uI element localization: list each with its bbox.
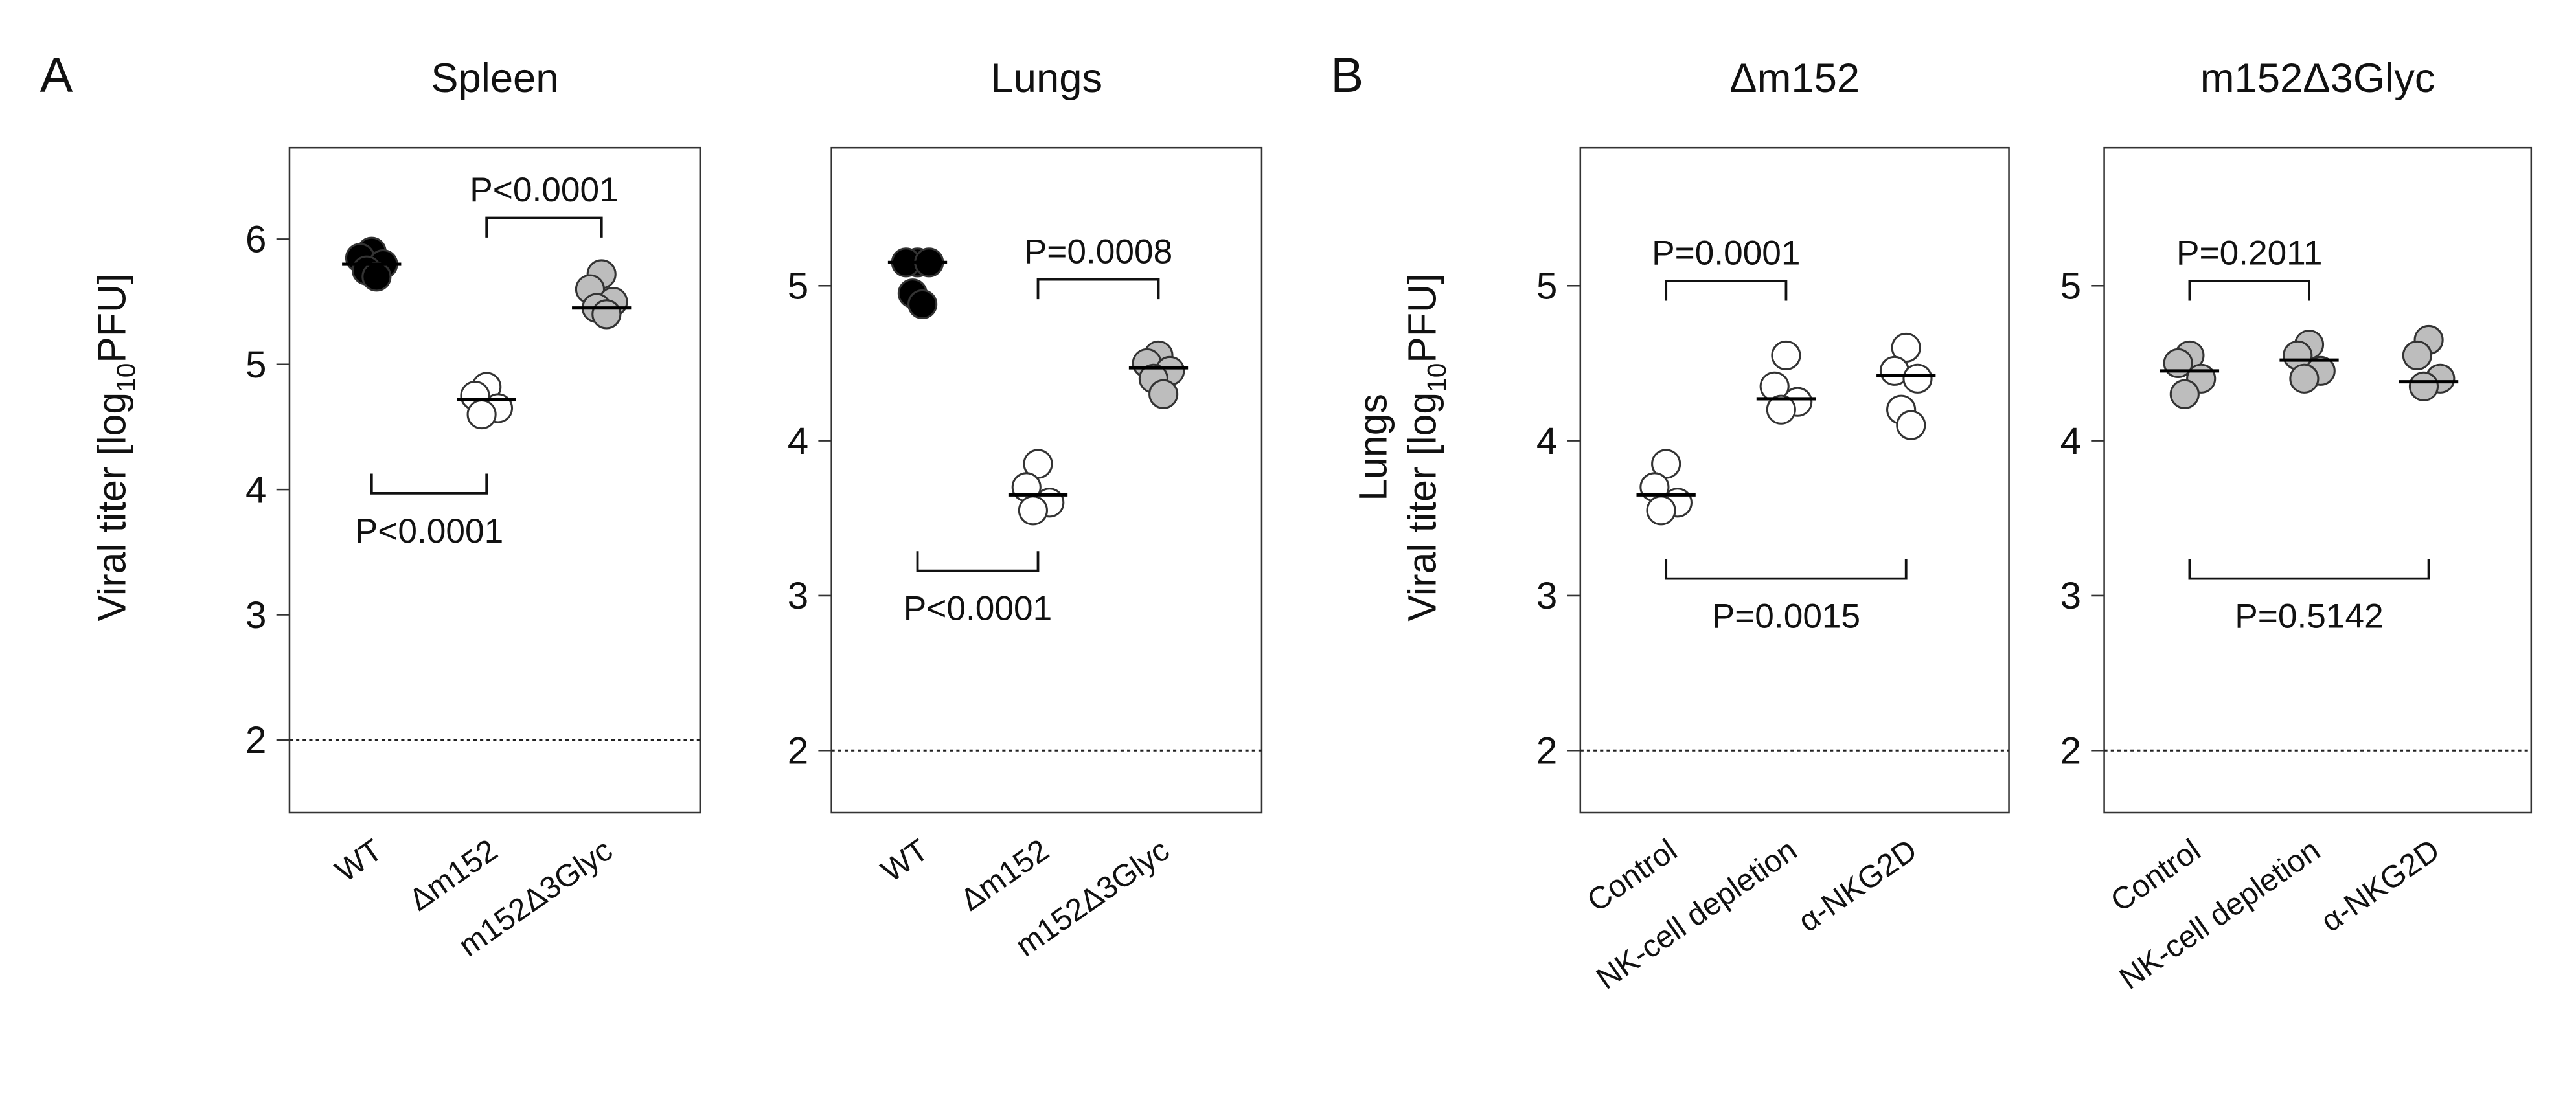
y-axis-label: Lungs	[1351, 394, 1395, 501]
y-axis-label: Viral titer [log10PFU]	[1400, 273, 1452, 622]
x-tick-label: WT	[875, 833, 935, 889]
plot-frame	[1579, 146, 2010, 814]
y-tick-label: 4	[788, 420, 808, 462]
y-axis-label: Viral titer [log10PFU]	[89, 273, 141, 622]
panel-title: m152Δ3Glyc	[2200, 56, 2435, 101]
data-point	[1646, 495, 1676, 526]
x-tick-label: Control	[1581, 833, 1683, 919]
data-point	[2402, 340, 2432, 370]
y-tick-label: 3	[788, 575, 808, 617]
y-tick-label: 6	[245, 219, 266, 261]
x-tick-label: Δm152	[403, 833, 504, 918]
data-point	[2408, 371, 2439, 401]
data-point	[1148, 379, 1179, 409]
panel-title: Δm152	[1729, 56, 1860, 101]
y-tick-label: 5	[2060, 265, 2081, 307]
panel-title: Lungs	[990, 56, 1102, 101]
y-tick-label: 4	[2060, 420, 2081, 462]
x-tick-label: Δm152	[954, 833, 1055, 918]
x-tick-label: α-NKG2D	[1792, 833, 1923, 939]
x-tick-label: NK-cell depletion	[1590, 833, 1803, 996]
data-point	[907, 289, 938, 320]
significance-bracket	[1665, 559, 1908, 580]
y-tick-label: 4	[245, 469, 266, 511]
significance-bracket	[2188, 280, 2310, 301]
significance-bracket	[1665, 280, 1788, 301]
label-part: PFU]	[89, 273, 133, 363]
y-tick-label: 5	[788, 265, 808, 307]
data-point	[361, 262, 392, 292]
data-point	[1018, 495, 1048, 526]
plot-frame	[2103, 146, 2533, 814]
y-tick-label: 3	[1536, 575, 1557, 617]
x-tick-label: α-NKG2D	[2314, 833, 2446, 939]
significance-bracket	[1036, 278, 1160, 300]
data-point	[2289, 363, 2320, 394]
label-part: Viral titer [log	[1400, 392, 1444, 622]
p-value-label: P=0.0001	[1652, 234, 1800, 273]
panel-letter: A	[40, 48, 73, 103]
x-tick-label: Control	[2104, 833, 2207, 919]
x-tick-label: WT	[329, 833, 389, 889]
data-point	[1902, 363, 1933, 394]
significance-bracket	[2188, 559, 2430, 580]
p-value-label: P<0.0001	[470, 171, 618, 209]
p-value-label: P=0.0015	[1712, 598, 1860, 636]
label-subscript: 10	[111, 363, 141, 392]
panel-title: Spleen	[431, 56, 558, 101]
y-tick-label: 4	[1536, 420, 1557, 462]
plot-frame	[288, 146, 701, 814]
y-tick-label: 3	[245, 594, 266, 636]
p-value-label: P<0.0001	[904, 590, 1052, 628]
y-tick-label: 2	[2060, 730, 2081, 772]
y-tick-label: 5	[1536, 265, 1557, 307]
significance-bracket	[370, 473, 488, 495]
label-part: PFU]	[1400, 273, 1444, 363]
p-value-label: P=0.0008	[1024, 232, 1172, 271]
p-value-label: P<0.0001	[355, 512, 503, 550]
p-value-label: P=0.2011	[2176, 234, 2322, 273]
data-point	[591, 299, 622, 330]
plot-frame	[830, 146, 1263, 814]
y-tick-label: 3	[2060, 575, 2081, 617]
data-point	[1766, 394, 1796, 425]
data-point	[2169, 379, 2200, 409]
y-tick-label: 5	[245, 344, 266, 386]
y-tick-label: 2	[788, 730, 808, 772]
label-subscript: 10	[1422, 363, 1452, 392]
data-point	[466, 399, 497, 430]
significance-bracket	[485, 216, 603, 238]
data-point	[1896, 410, 1926, 440]
data-point	[1771, 340, 1801, 370]
y-tick-label: 2	[245, 719, 266, 761]
panel-letter: B	[1330, 48, 1363, 103]
y-tick-label: 2	[1536, 730, 1557, 772]
significance-bracket	[916, 551, 1040, 572]
label-part: Viral titer [log	[89, 392, 133, 622]
p-value-label: P=0.5142	[2235, 598, 2383, 636]
x-tick-label: NK-cell depletion	[2113, 833, 2326, 996]
